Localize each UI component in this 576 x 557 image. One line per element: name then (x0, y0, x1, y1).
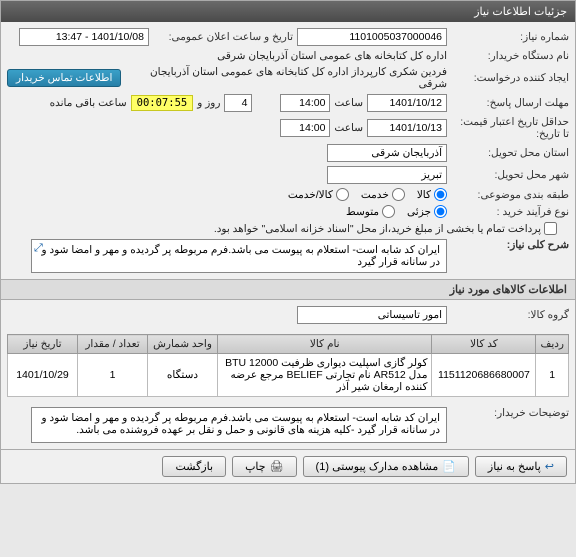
th-idx: ردیف (536, 335, 569, 354)
back-button[interactable]: بازگشت (162, 456, 226, 477)
ptype-radio-group: جزئی متوسط (346, 205, 447, 218)
announce-dt: 1401/10/08 - 13:47 (19, 28, 149, 46)
docs-icon: 📄 (442, 460, 456, 473)
contact-buyer-button[interactable]: اطلاعات تماس خریدار (7, 69, 121, 87)
lbl-validity: حداقل تاریخ اعتبار قیمت: تا تاریخ: (451, 116, 569, 140)
cell-idx: 1 (536, 354, 569, 397)
goods-group: امور تاسیساتی (297, 306, 447, 324)
radio-jozi-input[interactable] (434, 205, 447, 218)
table-header-row: ردیف کد کالا نام کالا واحد شمارش تعداد /… (8, 335, 569, 354)
attachments-button[interactable]: 📄 مشاهده مدارک پیوستی (1) (303, 456, 469, 477)
radio-both[interactable]: کالا/خدمت (288, 188, 349, 201)
lbl-city: شهر محل تحویل: (451, 169, 569, 181)
reply-date: 1401/10/12 (367, 94, 447, 112)
lbl-time-2: ساعت (334, 122, 363, 134)
payment-note: پرداخت تمام یا بخشی از مبلغ خرید،از محل … (214, 223, 541, 235)
payment-checkbox-wrap[interactable]: پرداخت تمام یا بخشی از مبلغ خرید،از محل … (214, 222, 557, 235)
cell-code: 1151120686680007 (432, 354, 536, 397)
days-left: 4 (224, 94, 252, 112)
reply-button[interactable]: ↩ پاسخ به نیاز (475, 456, 567, 477)
lbl-creator: ایجاد کننده درخواست: (451, 72, 569, 84)
radio-khedmat-input[interactable] (392, 188, 405, 201)
countdown: 00:07:55 (131, 95, 194, 111)
need-no: 1101005037000046 (297, 28, 447, 46)
lbl-buyer-notes: توضیحات خریدار: (451, 407, 569, 419)
radio-motavaset-input[interactable] (382, 205, 395, 218)
need-details-panel: جزئیات اطلاعات نیاز شماره نیاز: 11010050… (0, 0, 576, 484)
goods-info-header: اطلاعات کالاهای مورد نیاز (1, 279, 575, 300)
radio-both-input[interactable] (336, 188, 349, 201)
lbl-need-desc: شرح کلی نیاز: (451, 239, 569, 251)
lbl-ptype: نوع فرآیند خرید : (451, 206, 569, 218)
th-qty: تعداد / مقدار (78, 335, 148, 354)
cell-qty: 1 (78, 354, 148, 397)
buyer-notes-box: ایران کد شابه است- استعلام به پیوست می ب… (31, 407, 447, 443)
lbl-goods-group: گروه کالا: (451, 309, 569, 321)
payment-checkbox[interactable] (544, 222, 557, 235)
category-radio-group: کالا خدمت کالا/خدمت (288, 188, 447, 201)
th-unit: واحد شمارش (148, 335, 218, 354)
table-row: 1 1151120686680007 کولر گازی اسپلیت دیوا… (8, 354, 569, 397)
th-code: کد کالا (432, 335, 536, 354)
radio-kala-input[interactable] (434, 188, 447, 201)
need-desc-text: ایران کد شابه است- استعلام به پیوست می ب… (42, 244, 440, 268)
province: آذربایجان شرقی (327, 144, 447, 162)
need-desc-box: ایران کد شابه است- استعلام به پیوست می ب… (31, 239, 447, 273)
buyer-org: اداره کل کتابخانه های عمومی استان آذربای… (217, 50, 447, 62)
reply-icon: ↩ (545, 460, 554, 473)
lbl-buyer-org: نام دستگاه خریدار: (451, 50, 569, 62)
lbl-need-no: شماره نیاز: (451, 31, 569, 43)
print-button[interactable]: 🖨 چاپ (232, 456, 296, 477)
creator: فردین شکری کارپرداز اداره کل کتابخانه ها… (125, 66, 447, 90)
lbl-day-and: روز و (197, 97, 220, 109)
validity-date: 1401/10/13 (367, 119, 447, 137)
cell-name: کولر گازی اسپلیت دیواری ظرفیت BTU 12000 … (218, 354, 432, 397)
print-icon: 🖨 (270, 460, 284, 473)
validity-time: 14:00 (280, 119, 330, 137)
goods-table: ردیف کد کالا نام کالا واحد شمارش تعداد /… (7, 334, 569, 397)
radio-khedmat[interactable]: خدمت (361, 188, 405, 201)
lbl-reply-deadline: مهلت ارسال پاسخ: (451, 97, 569, 109)
lbl-remaining: ساعت باقی مانده (50, 97, 127, 109)
lbl-province: استان محل تحویل: (451, 147, 569, 159)
cell-date: 1401/10/29 (8, 354, 78, 397)
th-name: نام کالا (218, 335, 432, 354)
radio-jozi[interactable]: جزئی (407, 205, 447, 218)
lbl-announce-dt: تاریخ و ساعت اعلان عمومی: (153, 31, 293, 43)
city: تبریز (327, 166, 447, 184)
form-area: شماره نیاز: 1101005037000046 تاریخ و ساع… (1, 22, 575, 279)
expand-icon[interactable]: ⤢ (34, 242, 43, 255)
cell-unit: دستگاه (148, 354, 218, 397)
radio-motavaset[interactable]: متوسط (346, 205, 395, 218)
lbl-category: طبقه بندی موضوعی: (451, 189, 569, 201)
lbl-time-1: ساعت (334, 97, 363, 109)
radio-kala[interactable]: کالا (417, 188, 447, 201)
footer-buttons: ↩ پاسخ به نیاز 📄 مشاهده مدارک پیوستی (1)… (1, 449, 575, 483)
panel-title: جزئیات اطلاعات نیاز (1, 1, 575, 22)
reply-time: 14:00 (280, 94, 330, 112)
th-date: تاریخ نیاز (8, 335, 78, 354)
